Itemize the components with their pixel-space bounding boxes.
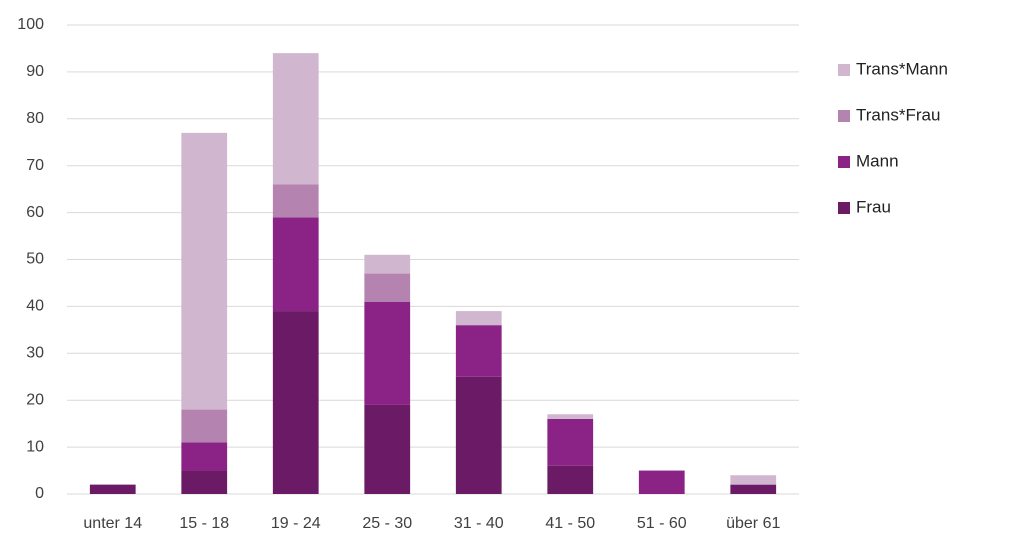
legend-swatch — [838, 110, 850, 122]
bar-segment — [547, 465, 594, 494]
bar-segment — [272, 53, 319, 185]
bar-segment — [272, 184, 319, 218]
y-tick-label: 10 — [26, 438, 44, 455]
y-tick-label: 20 — [26, 391, 44, 408]
bar-segment — [547, 418, 594, 466]
x-tick-label: 41 - 50 — [545, 515, 595, 532]
y-tick-label: 80 — [26, 110, 44, 127]
bar-segment — [547, 414, 594, 419]
y-tick-label: 50 — [26, 251, 44, 268]
y-tick-label: 100 — [17, 16, 44, 33]
x-tick-label: 15 - 18 — [179, 515, 229, 532]
x-tick-label: über 61 — [726, 515, 780, 532]
y-tick-label: 40 — [26, 298, 44, 315]
legend-label: Trans*Frau — [856, 105, 940, 124]
bar-segment — [730, 484, 777, 494]
bar-segment — [364, 254, 411, 274]
x-tick-label: 31 - 40 — [454, 515, 504, 532]
bar-segment — [364, 273, 411, 302]
bar-segment — [455, 311, 502, 326]
x-tick-label: 51 - 60 — [637, 515, 687, 532]
bar-segment — [181, 132, 228, 410]
legend-swatch — [838, 156, 850, 168]
bar-segment — [455, 325, 502, 377]
legend-label: Trans*Mann — [856, 59, 948, 78]
bar-segment — [181, 442, 228, 471]
x-tick-label: 19 - 24 — [271, 515, 321, 532]
x-tick-label: 25 - 30 — [362, 515, 412, 532]
bar-segment — [638, 470, 685, 494]
y-tick-label: 60 — [26, 204, 44, 221]
bar-segment — [89, 484, 136, 494]
bar-segment — [181, 409, 228, 443]
bar-segment — [364, 301, 411, 405]
bar-segment — [272, 217, 319, 312]
bar-segment — [272, 311, 319, 494]
y-tick-label: 0 — [35, 485, 44, 502]
y-tick-label: 70 — [26, 157, 44, 174]
legend-swatch — [838, 64, 850, 76]
bar-segment — [455, 376, 502, 494]
legend-label: Mann — [856, 151, 899, 170]
bar-segment — [364, 404, 411, 494]
bar-segment — [181, 470, 228, 494]
x-tick-label: unter 14 — [83, 515, 142, 532]
legend-swatch — [838, 202, 850, 214]
y-tick-label: 90 — [26, 63, 44, 80]
y-tick-label: 30 — [26, 345, 44, 362]
bar-segment — [730, 475, 777, 485]
legend-label: Frau — [856, 197, 891, 216]
